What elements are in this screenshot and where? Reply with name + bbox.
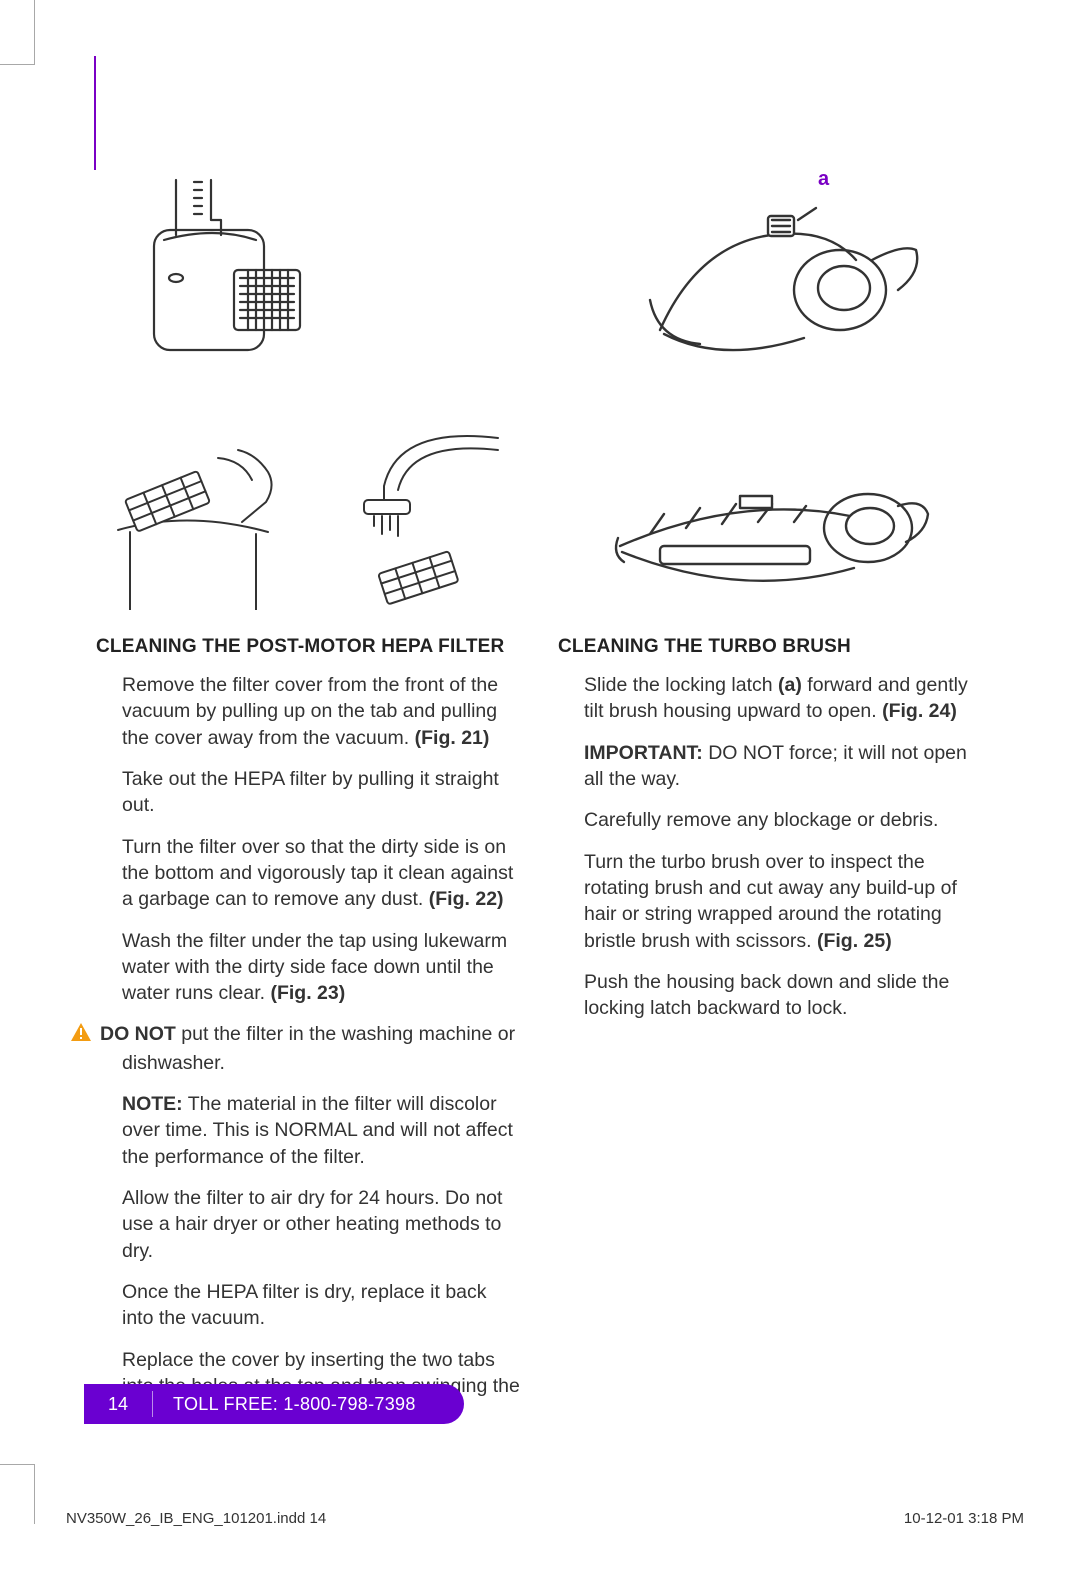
p-air-dry: Allow the filter to air dry for 24 hours…: [96, 1185, 522, 1264]
crop-mark-tl: [0, 0, 35, 65]
p-remove-cover: Remove the filter cover from the front o…: [96, 672, 522, 751]
p-push-housing: Push the housing back down and slide the…: [558, 969, 984, 1022]
slug-timestamp: 10-12-01 3:18 PM: [904, 1510, 1024, 1527]
p-slide-latch: Slide the locking latch (a) forward and …: [558, 672, 984, 725]
figure-22: [98, 440, 288, 610]
figure-23: [328, 430, 508, 615]
toll-free-phone: TOLL FREE: 1-800-798-7398: [153, 1394, 416, 1415]
p-remove-debris: Carefully remove any blockage or debris.: [558, 807, 984, 833]
p-important: IMPORTANT: DO NOT force; it will not ope…: [558, 740, 984, 793]
text-columns: CLEANING THE POST-MOTOR HEPA FILTER Remo…: [96, 636, 984, 1441]
page-number: 14: [84, 1394, 152, 1415]
p-inspect-brush: Turn the turbo brush over to inspect the…: [558, 849, 984, 954]
heading-hepa: CLEANING THE POST-MOTOR HEPA FILTER: [96, 636, 522, 658]
manual-page: a CLEANING THE POST-MOTOR HEPA FILTER Re…: [0, 0, 1080, 1589]
p-replace-filter: Once the HEPA filter is dry, replace it …: [96, 1279, 522, 1332]
figure-21: [116, 170, 316, 370]
right-column: CLEANING THE TURBO BRUSH Slide the locki…: [558, 636, 984, 1441]
slug-filename: NV350W_26_IB_ENG_101201.indd 14: [66, 1510, 326, 1527]
crop-mark-bl: [0, 1464, 35, 1524]
p-take-out: Take out the HEPA filter by pulling it s…: [96, 766, 522, 819]
footer-bar: 14 TOLL FREE: 1-800-798-7398: [84, 1384, 464, 1424]
left-column: CLEANING THE POST-MOTOR HEPA FILTER Remo…: [96, 636, 522, 1441]
callout-label-a: a: [818, 168, 829, 191]
p-wash: Wash the filter under the tap using luke…: [96, 928, 522, 1007]
accent-bar: [94, 56, 96, 170]
figure-25: [600, 450, 930, 600]
heading-turbo: CLEANING THE TURBO BRUSH: [558, 636, 984, 658]
p-do-not-wash-machine: DO NOT put the filter in the washing mac…: [96, 1021, 522, 1076]
p-note-discolor: NOTE: The material in the filter will di…: [96, 1091, 522, 1170]
figure-24: [620, 180, 920, 370]
p-tap-clean: Turn the filter over so that the dirty s…: [96, 834, 522, 913]
